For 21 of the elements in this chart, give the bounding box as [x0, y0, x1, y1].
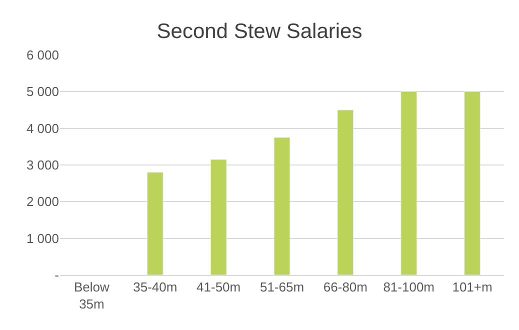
- x-tick-label: 101+m: [452, 280, 492, 295]
- x-tick-label: 66-80m: [323, 280, 368, 295]
- y-tick-label: 5 000: [26, 84, 59, 100]
- y-tick-label: 4 000: [26, 120, 59, 136]
- y-tick-label: 2 000: [26, 194, 59, 210]
- y-tick-label: -: [54, 268, 59, 283]
- x-tick-label: 81-100m: [383, 280, 435, 295]
- bar: [400, 91, 418, 275]
- x-tick-label: Below 35m: [74, 280, 110, 312]
- y-tick-label: 1 000: [26, 230, 59, 246]
- bar: [274, 137, 290, 275]
- x-tick-label: 51-65m: [260, 280, 304, 295]
- y-tick-label: 6 000: [26, 48, 59, 63]
- x-tick-label: 41-50m: [196, 280, 241, 295]
- bar: [146, 172, 164, 275]
- chart-title: Second Stew Salaries: [156, 20, 362, 43]
- x-tick-label: 35-40m: [133, 280, 178, 295]
- bar: [337, 110, 354, 275]
- bar: [464, 91, 480, 275]
- y-tick-label: 3 000: [26, 158, 59, 173]
- bar: [210, 159, 227, 275]
